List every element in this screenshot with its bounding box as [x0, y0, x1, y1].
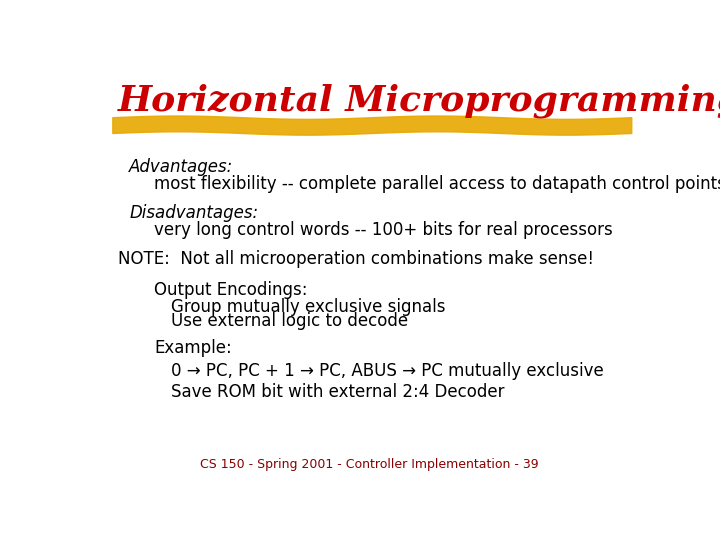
- Text: very long control words -- 100+ bits for real processors: very long control words -- 100+ bits for…: [154, 221, 613, 239]
- Text: Disadvantages:: Disadvantages:: [129, 204, 258, 222]
- Text: Group mutually exclusive signals: Group mutually exclusive signals: [171, 298, 446, 316]
- Text: Advantages:: Advantages:: [129, 158, 233, 177]
- Text: Example:: Example:: [154, 339, 232, 357]
- Text: Horizontal Microprogramming: Horizontal Microprogramming: [118, 84, 720, 118]
- Text: Save ROM bit with external 2:4 Decoder: Save ROM bit with external 2:4 Decoder: [171, 383, 505, 401]
- Text: Output Encodings:: Output Encodings:: [154, 281, 307, 299]
- Text: most flexibility -- complete parallel access to datapath control points: most flexibility -- complete parallel ac…: [154, 175, 720, 193]
- Text: NOTE:  Not all microoperation combinations make sense!: NOTE: Not all microoperation combination…: [118, 250, 594, 268]
- Text: CS 150 - Spring 2001 - Controller Implementation - 39: CS 150 - Spring 2001 - Controller Implem…: [199, 458, 539, 471]
- Text: 0 → PC, PC + 1 → PC, ABUS → PC mutually exclusive: 0 → PC, PC + 1 → PC, ABUS → PC mutually …: [171, 362, 603, 380]
- Text: Use external logic to decode: Use external logic to decode: [171, 312, 408, 330]
